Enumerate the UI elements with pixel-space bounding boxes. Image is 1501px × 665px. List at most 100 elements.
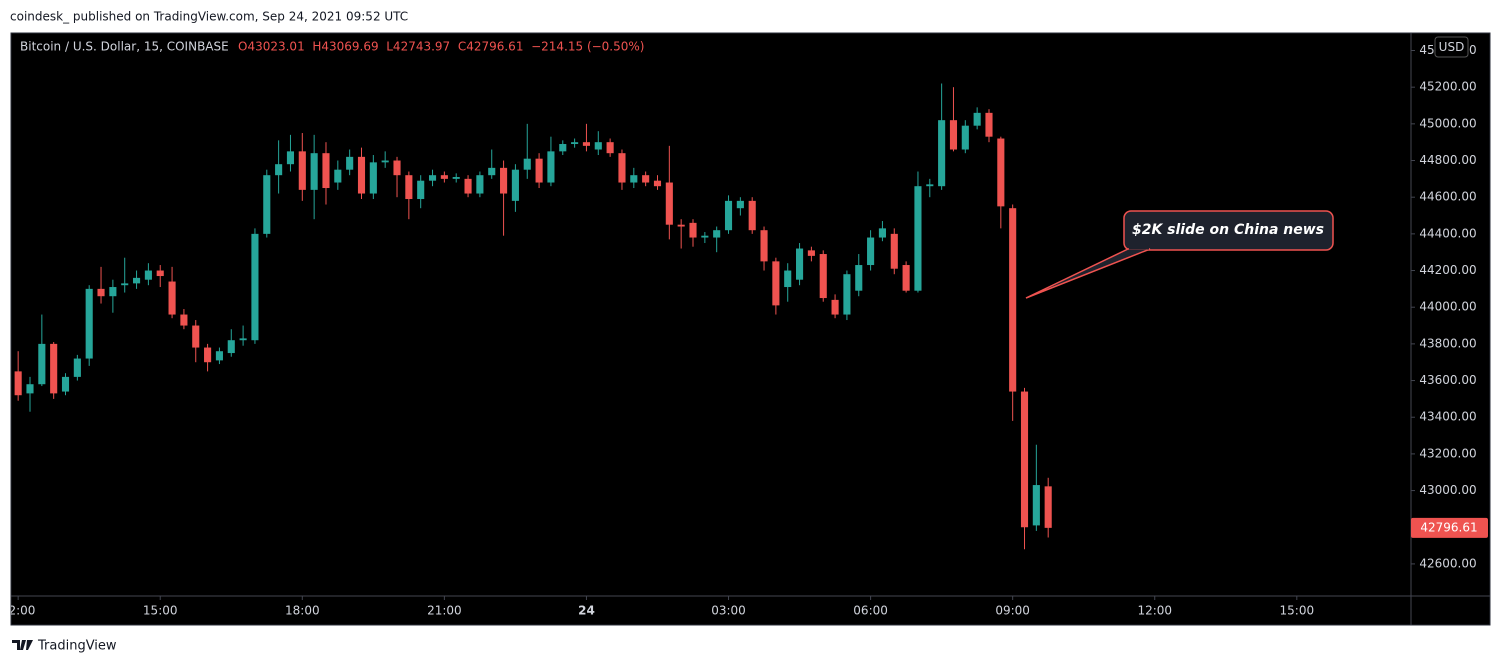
x-tick-label: 06:00 xyxy=(853,604,888,618)
x-tick-label: 18:00 xyxy=(285,604,320,618)
candle-body xyxy=(677,224,685,227)
candle-body xyxy=(73,358,81,377)
candle-body xyxy=(997,138,1005,207)
candle-body xyxy=(630,175,638,183)
candle-body xyxy=(1032,485,1040,526)
candle-body xyxy=(784,270,792,288)
candle-body xyxy=(109,287,117,297)
candle-body xyxy=(878,228,886,238)
candle-body xyxy=(168,281,176,315)
candle-body xyxy=(440,175,448,179)
candle-body xyxy=(239,338,247,341)
x-tick-label: 03:00 xyxy=(711,604,746,618)
candle-body xyxy=(156,270,164,277)
candle-body xyxy=(582,142,591,146)
y-tick-label: 43000.00 xyxy=(1419,483,1476,497)
candle-body xyxy=(476,175,484,194)
candle-body xyxy=(701,235,709,238)
candle-body xyxy=(417,180,425,200)
x-tick-label: 24 xyxy=(578,604,595,618)
candle-body xyxy=(855,265,863,291)
candle-body xyxy=(736,200,744,209)
currency: USD xyxy=(1439,40,1465,54)
attribution: coindesk_ published on TradingView.com, … xyxy=(10,10,408,24)
candle-body xyxy=(618,153,626,183)
candle-body xyxy=(1044,486,1052,528)
x-tick-label: 15:00 xyxy=(143,604,178,618)
candle-body xyxy=(488,167,496,176)
candle-body xyxy=(215,351,223,361)
candle-body xyxy=(286,151,295,165)
time-axis: 12:00 15:00 18:00 21:00 24 03:00 06:00 09:00 12:… xyxy=(1,596,1315,618)
y-tick-label: 44400.00 xyxy=(1419,226,1476,240)
candle-body xyxy=(748,200,756,231)
x-tick-label: 12:00 xyxy=(1,604,36,618)
candle-body xyxy=(381,160,389,163)
candle-body xyxy=(642,175,650,183)
last-price-tag xyxy=(1411,517,1488,538)
y-tick-label: 45200.00 xyxy=(1419,80,1476,94)
candle-body xyxy=(819,254,827,299)
candle-body xyxy=(807,250,815,256)
candle-body xyxy=(724,200,733,231)
candle-body xyxy=(914,186,922,291)
candle-body xyxy=(50,343,58,394)
candles xyxy=(14,83,1052,550)
currency-badge xyxy=(1434,36,1469,58)
x-tick-label: 12:00 xyxy=(1137,604,1172,618)
x-tick-label: 21:00 xyxy=(427,604,462,618)
candle-body xyxy=(369,162,377,194)
callout-box xyxy=(1123,210,1334,251)
candle-body xyxy=(843,274,851,315)
candle-body xyxy=(204,347,212,363)
y-tick-label: 44000.00 xyxy=(1419,300,1476,314)
candle-body xyxy=(985,112,993,137)
y-tick-label: 42600.00 xyxy=(1419,556,1476,570)
candle-body xyxy=(346,156,354,170)
candle-body xyxy=(831,299,839,315)
candle-body xyxy=(523,158,531,170)
x-tick-label: 15:00 xyxy=(1280,604,1315,618)
candle-body xyxy=(357,156,366,194)
y-tick-label: 44800.00 xyxy=(1419,153,1476,167)
y-tick-label: 43400.00 xyxy=(1419,410,1476,424)
candle-body xyxy=(26,384,34,394)
candle-body xyxy=(535,158,543,183)
last-price-label: 42796.61 xyxy=(1420,520,1477,534)
candle-body xyxy=(393,160,401,176)
brand: TradingView xyxy=(37,639,117,654)
candle-body xyxy=(180,314,188,326)
candle-body xyxy=(938,120,946,187)
candle-body xyxy=(890,233,898,269)
candle-body xyxy=(1020,391,1029,528)
candle-body xyxy=(38,343,46,385)
candle-body xyxy=(310,153,318,190)
candle-body xyxy=(121,283,129,286)
chart-panel xyxy=(10,32,1491,626)
candle-body xyxy=(653,180,662,187)
candle-body xyxy=(263,175,271,234)
y-tick-label: 43600.00 xyxy=(1419,373,1476,387)
candle-body xyxy=(796,248,804,280)
candle-body xyxy=(144,270,152,280)
price-axis: 42600.0042800.0043000.0043200.0043400.00… xyxy=(1411,43,1477,570)
candle-body xyxy=(571,142,579,145)
candle-body xyxy=(665,182,673,225)
y-tick-label: 43800.00 xyxy=(1419,336,1476,350)
candle-body xyxy=(428,175,437,181)
candle-body xyxy=(452,177,460,179)
y-tick-label: 44200.00 xyxy=(1419,263,1476,277)
candle-body xyxy=(926,184,934,187)
quote: O43023.01 H43069.69 L42743.97 C42796.61 … xyxy=(238,40,644,54)
candle-body xyxy=(760,230,768,262)
y-tick-label: 45000.00 xyxy=(1419,116,1476,130)
candle-body xyxy=(713,230,721,238)
candle-body xyxy=(97,288,105,297)
candle-body xyxy=(275,164,283,176)
x-tick-label: 09:00 xyxy=(995,604,1030,618)
candle-body xyxy=(559,144,567,152)
candle-body xyxy=(1009,208,1017,392)
candle-body xyxy=(251,233,259,341)
candle-body xyxy=(192,325,200,348)
